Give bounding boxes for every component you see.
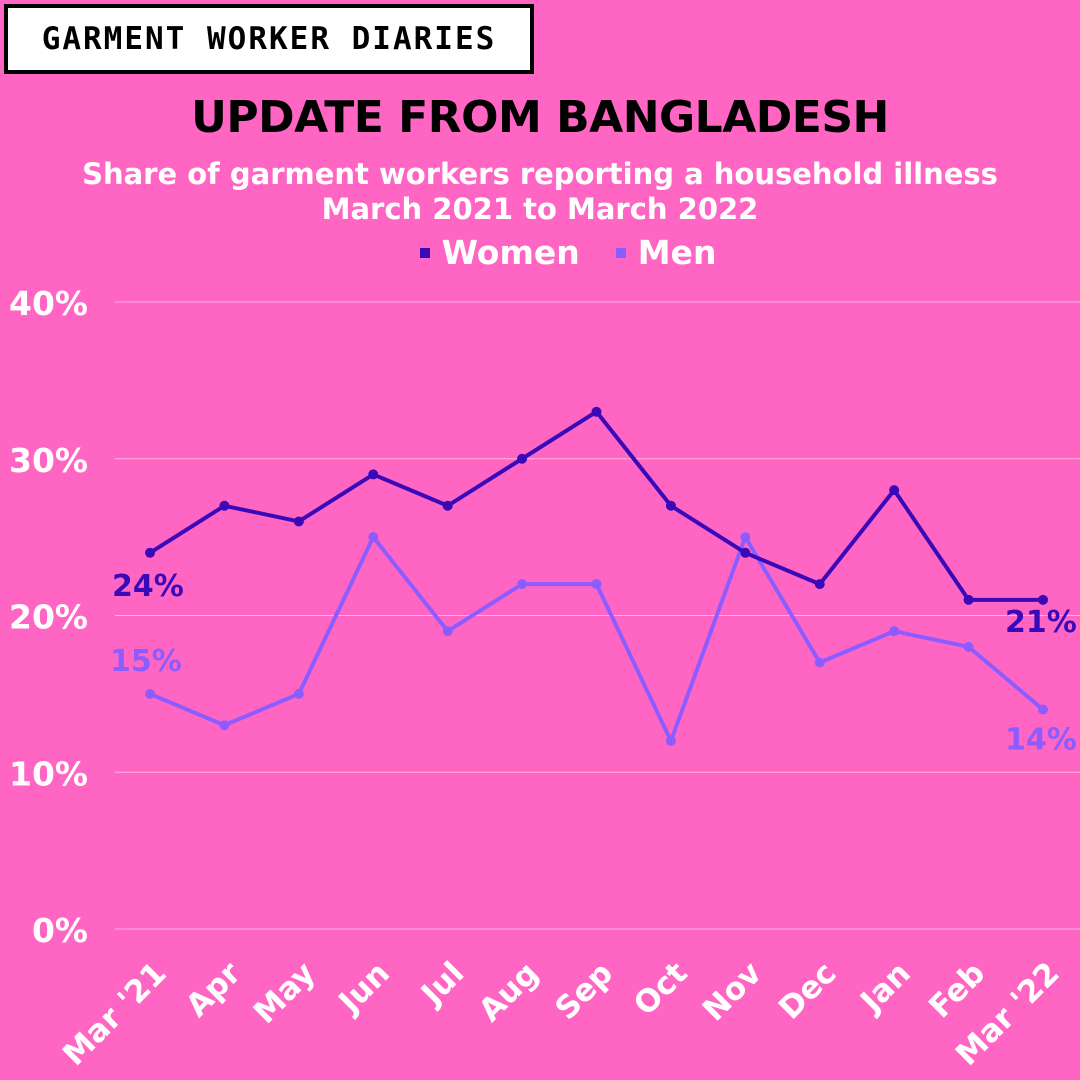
data-label-women: 21% — [1005, 605, 1077, 640]
data-label-men: 15% — [110, 644, 182, 679]
data-point-men — [740, 532, 751, 543]
data-point-men — [219, 720, 230, 731]
data-point-women — [517, 453, 528, 464]
data-point-women — [665, 500, 676, 511]
data-point-men — [1038, 704, 1048, 715]
data-point-women — [368, 469, 379, 480]
chart-subtitle-line-1: Share of garment workers reporting a hou… — [82, 157, 998, 191]
data-point-men — [963, 641, 974, 652]
chart-subtitle-line-2: March 2021 to March 2022 — [321, 192, 759, 226]
x-tick-label: Nov — [696, 955, 769, 1028]
x-tick-label: Jul — [413, 955, 471, 1013]
data-point-women — [219, 500, 230, 511]
data-point-men — [889, 626, 900, 637]
legend-swatch-women — [419, 247, 430, 258]
data-point-men — [442, 626, 453, 637]
data-point-men — [293, 688, 304, 699]
data-point-women — [814, 579, 825, 590]
y-tick-label: 0% — [32, 911, 88, 950]
data-point-men — [665, 735, 676, 746]
data-point-men — [517, 579, 528, 590]
x-tick-label: Dec — [772, 955, 844, 1027]
data-label-men: 14% — [1005, 723, 1077, 758]
x-tick-label: Mar '21 — [56, 955, 174, 1073]
data-point-women — [740, 547, 751, 558]
legend-swatch-men — [615, 247, 626, 258]
legend-item-women: Women — [419, 233, 580, 272]
data-point-women — [591, 406, 602, 417]
x-tick-label: Sep — [548, 955, 620, 1027]
data-point-women — [442, 500, 453, 511]
x-tick-label: May — [247, 955, 323, 1031]
data-point-men — [814, 657, 825, 668]
y-tick-label: 10% — [9, 754, 88, 793]
data-point-women — [963, 594, 974, 605]
data-point-women — [145, 547, 155, 558]
x-tick-label: Jun — [331, 955, 397, 1021]
series-line-women — [148, 409, 1045, 602]
brand-label: GARMENT WORKER DIARIES — [41, 21, 497, 57]
series-line-men — [148, 535, 1045, 743]
data-label-women: 24% — [112, 569, 184, 604]
data-point-women — [1038, 594, 1048, 605]
legend-label-women: Women — [441, 233, 580, 272]
brand-box: GARMENT WORKER DIARIES — [4, 4, 534, 74]
y-tick-label: 20% — [9, 598, 88, 637]
x-tick-label: Apr — [179, 955, 248, 1024]
data-point-men — [591, 579, 602, 590]
data-point-women — [293, 516, 304, 527]
x-tick-label: Oct — [627, 955, 695, 1023]
legend-item-men: Men — [615, 233, 717, 272]
chart-legend: Women Men — [0, 233, 1080, 272]
x-tick-label: Aug — [472, 955, 546, 1029]
y-tick-label: 30% — [9, 441, 88, 480]
data-point-men — [145, 688, 155, 699]
legend-label-men: Men — [637, 233, 717, 272]
data-point-men — [368, 532, 379, 543]
data-point-women — [889, 485, 900, 496]
chart-title: UPDATE FROM BANGLADESH — [191, 92, 889, 143]
x-tick-label: Jan — [852, 955, 917, 1020]
y-tick-label: 40% — [9, 284, 88, 323]
